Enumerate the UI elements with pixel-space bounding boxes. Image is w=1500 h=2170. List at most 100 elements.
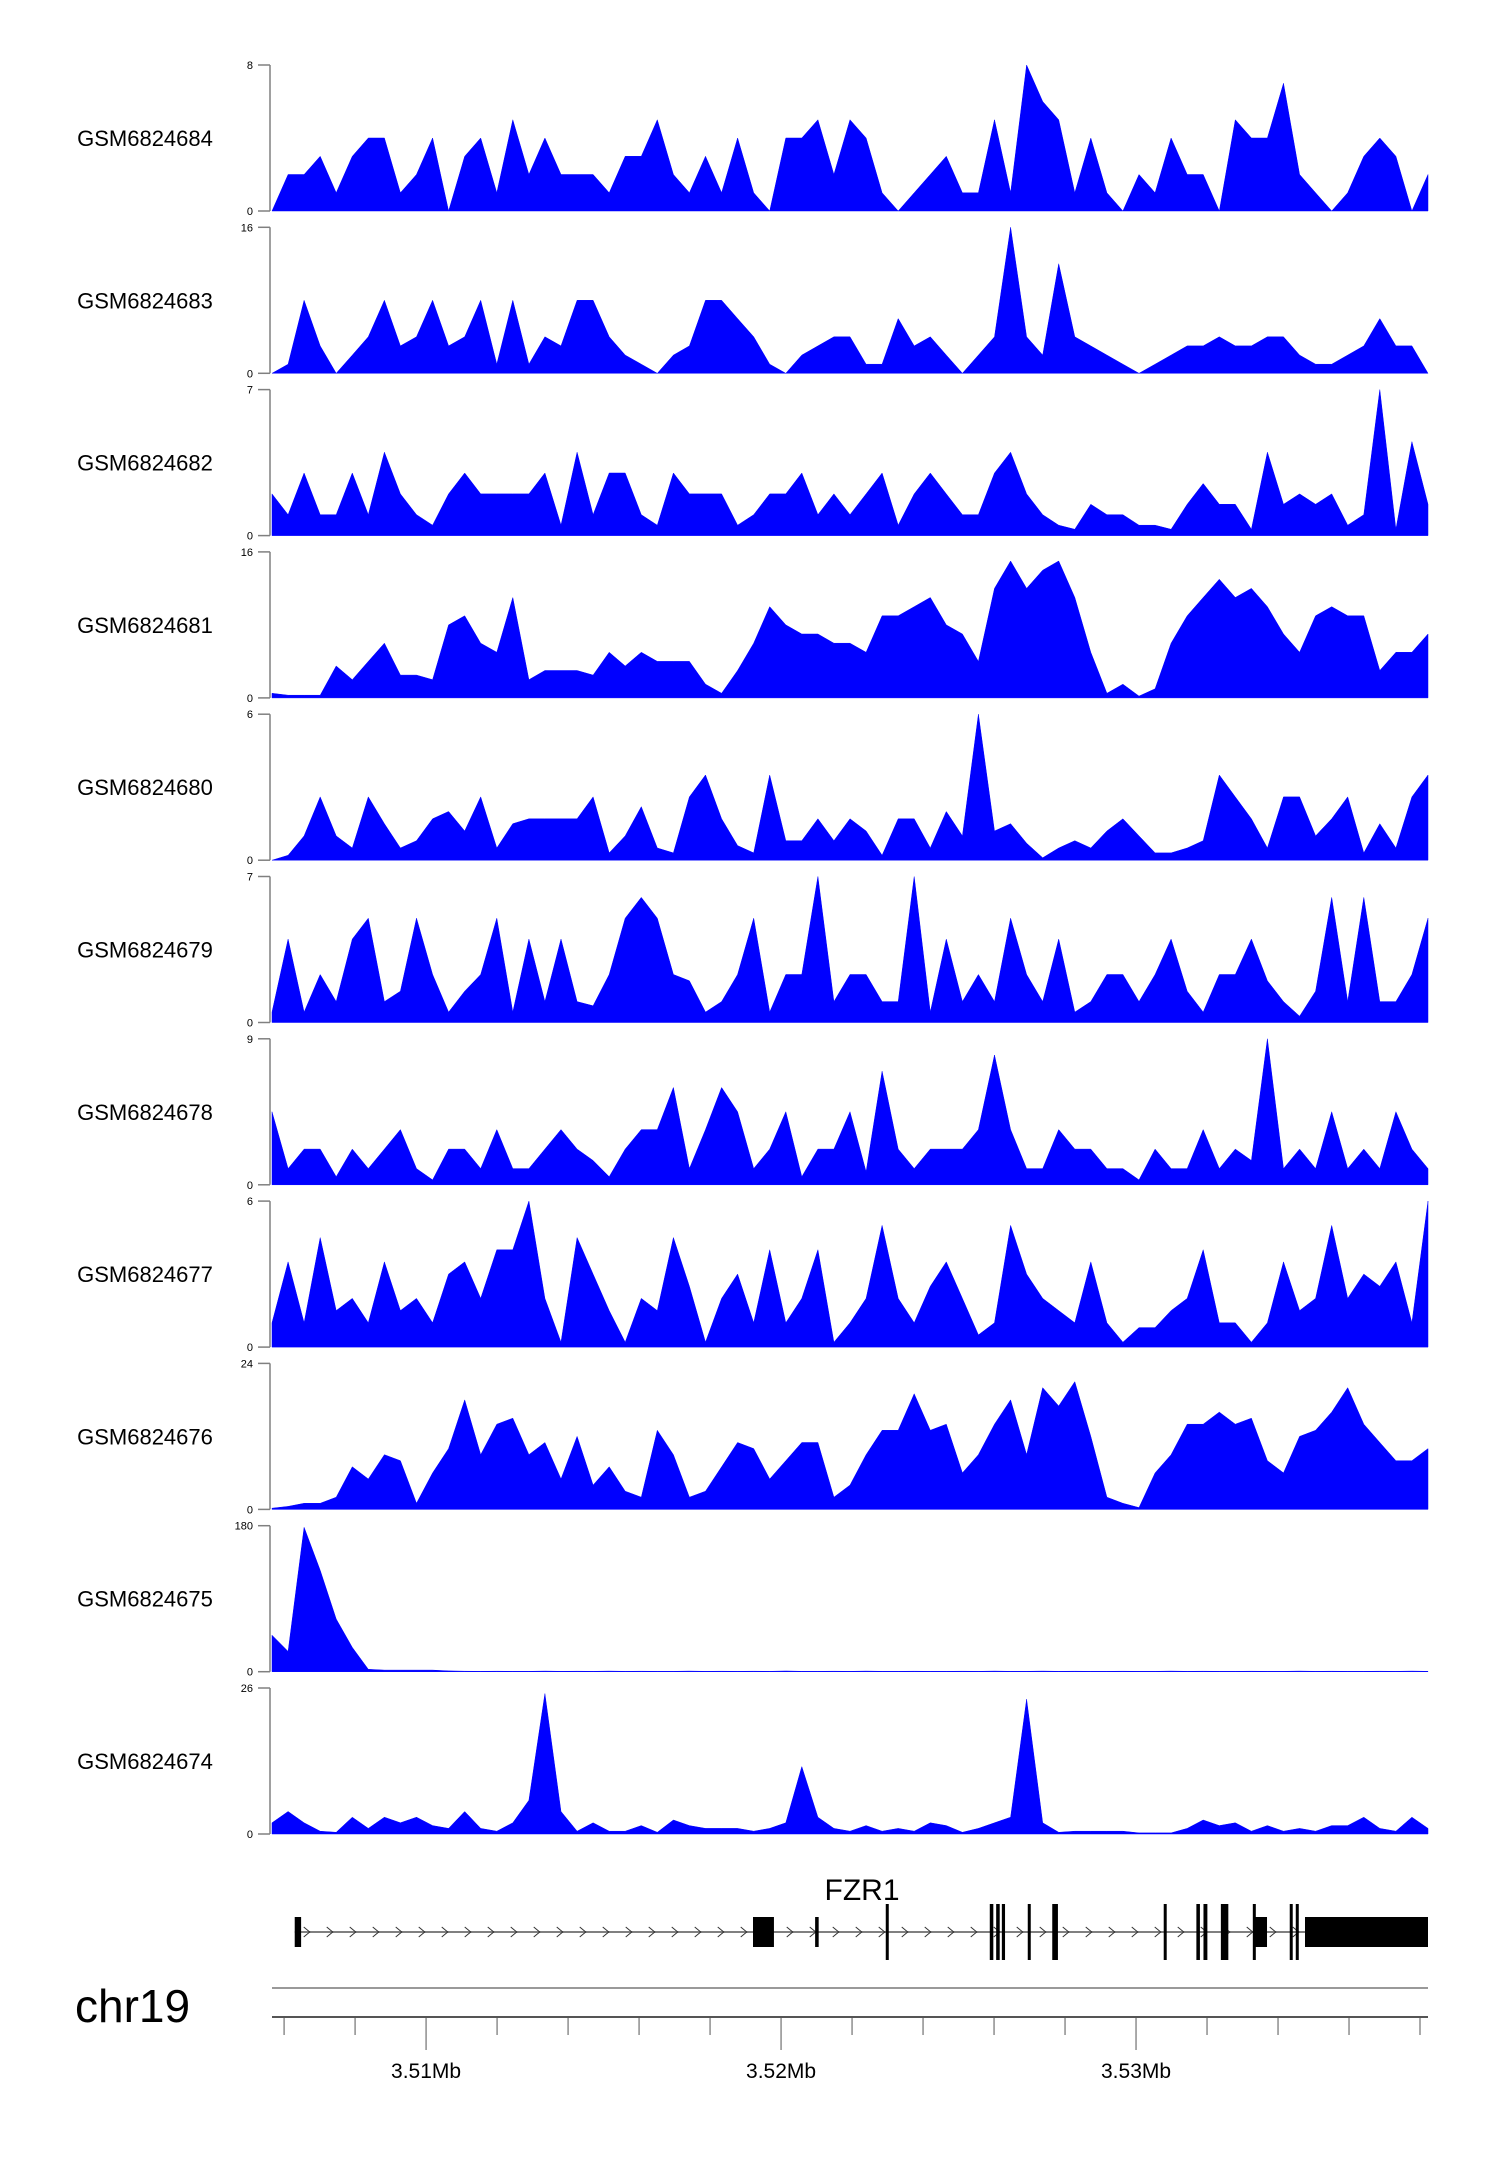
- exon: [1027, 1904, 1031, 1960]
- signal-area: [271, 1381, 1429, 1510]
- strand-arrow-icon: [602, 1926, 610, 1938]
- x-tick-label: 3.51Mb: [391, 2060, 461, 2083]
- exon: [1295, 1904, 1299, 1960]
- strand-arrow-icon: [418, 1926, 426, 1938]
- track-GSM6824681: GSM6824681 16 0: [77, 547, 1429, 705]
- track-GSM6824678: GSM6824678 9 0: [77, 1034, 1429, 1192]
- strand-arrow-icon: [1039, 1926, 1047, 1938]
- strand-arrow-icon: [786, 1926, 794, 1938]
- track-label: GSM6824684: [77, 126, 213, 151]
- strand-arrow-icon: [970, 1926, 978, 1938]
- y-tick-label-max: 180: [235, 1521, 253, 1533]
- track-label: GSM6824674: [77, 1749, 213, 1774]
- track-GSM6824680: GSM6824680 6 0: [77, 709, 1429, 867]
- strand-arrow-icon: [326, 1926, 334, 1938]
- strand-arrow-icon: [878, 1926, 886, 1938]
- strand-arrow-icon: [740, 1926, 748, 1938]
- track-label: GSM6824683: [77, 288, 213, 313]
- y-tick-label-min: 0: [247, 1342, 253, 1354]
- y-tick-label-min: 0: [247, 1504, 253, 1516]
- signal-area: [271, 1527, 1429, 1672]
- exon: [1163, 1904, 1167, 1960]
- exon: [1196, 1904, 1200, 1960]
- signal-area: [271, 227, 1429, 374]
- exon: [996, 1904, 1000, 1960]
- x-tick-label: 3.52Mb: [746, 2060, 816, 2083]
- strand-arrow-icon: [510, 1926, 518, 1938]
- strand-arrow-icon: [349, 1926, 357, 1938]
- strand-arrow-icon: [464, 1926, 472, 1938]
- strand-arrow-icon: [993, 1926, 1001, 1938]
- track-GSM6824677: GSM6824677 6 0: [77, 1196, 1429, 1354]
- track-label: GSM6824677: [77, 1262, 213, 1287]
- signal-area: [271, 1201, 1429, 1348]
- y-tick-label-max: 24: [241, 1358, 253, 1370]
- exon: [1304, 1917, 1428, 1947]
- exon: [753, 1917, 774, 1947]
- strand-arrow-icon: [1085, 1926, 1093, 1938]
- y-tick-label-min: 0: [247, 531, 253, 543]
- exon: [1255, 1917, 1268, 1947]
- track-label: GSM6824679: [77, 938, 213, 963]
- track-GSM6824679: GSM6824679 7 0: [77, 872, 1429, 1030]
- gene-label: FZR1: [825, 1874, 900, 1907]
- strand-arrow-icon: [901, 1926, 909, 1938]
- strand-arrow-icon: [648, 1926, 656, 1938]
- track-label: GSM6824680: [77, 775, 213, 800]
- strand-arrow-icon: [441, 1926, 449, 1938]
- y-tick-label-min: 0: [247, 855, 253, 867]
- strand-arrow-icon: [1016, 1926, 1024, 1938]
- track-label: GSM6824681: [77, 613, 213, 638]
- strand-arrow-icon: [1154, 1926, 1162, 1938]
- signal-area: [271, 560, 1429, 699]
- y-tick-label-max: 9: [247, 1034, 253, 1046]
- strand-arrow-icon: [1062, 1926, 1070, 1938]
- exon: [1001, 1904, 1006, 1960]
- track-GSM6824675: GSM6824675 180 0: [77, 1521, 1429, 1679]
- y-tick-label-min: 0: [247, 1667, 253, 1679]
- y-tick-label-max: 6: [247, 709, 253, 721]
- track-GSM6824682: GSM6824682 7 0: [77, 385, 1429, 543]
- strand-arrow-icon: [855, 1926, 863, 1938]
- y-tick-label-min: 0: [247, 368, 253, 380]
- y-tick-label-max: 8: [247, 60, 253, 72]
- exon: [294, 1917, 302, 1947]
- y-tick-label-max: 16: [241, 222, 253, 234]
- strand-arrow-icon: [717, 1926, 725, 1938]
- exon: [885, 1904, 889, 1960]
- y-tick-label-min: 0: [247, 693, 253, 705]
- track-label: GSM6824678: [77, 1100, 213, 1125]
- track-label: GSM6824682: [77, 451, 213, 476]
- strand-arrow-icon: [947, 1926, 955, 1938]
- exon: [989, 1904, 994, 1960]
- strand-arrow-icon: [395, 1926, 403, 1938]
- strand-arrow-icon: [556, 1926, 564, 1938]
- track-GSM6824684: GSM6824684 8 0: [77, 60, 1429, 218]
- track-label: GSM6824675: [77, 1587, 213, 1612]
- genome-axis: chr19 3.51Mb 3.52Mb 3.53Mb: [75, 1980, 1428, 2083]
- exon: [1052, 1904, 1058, 1960]
- track-GSM6824674: GSM6824674 26 0: [77, 1683, 1429, 1841]
- strand-arrow-icon: [372, 1926, 380, 1938]
- strand-arrow-icon: [533, 1926, 541, 1938]
- y-tick-label-min: 0: [247, 1018, 253, 1030]
- y-tick-label-min: 0: [247, 206, 253, 218]
- signal-area: [271, 1038, 1429, 1186]
- strand-arrow-icon: [1246, 1926, 1254, 1938]
- signal-area: [271, 389, 1429, 536]
- strand-arrow-icon: [1131, 1926, 1139, 1938]
- y-tick-label-min: 0: [247, 1180, 253, 1192]
- exon: [1252, 1904, 1256, 1960]
- signal-area: [271, 876, 1429, 1023]
- signal-area: [271, 1693, 1429, 1835]
- exon: [815, 1917, 819, 1947]
- signal-area: [271, 714, 1429, 861]
- strand-arrow-icon: [924, 1926, 932, 1938]
- gene-model-FZR1: FZR1: [294, 1874, 1428, 1960]
- y-tick-label-min: 0: [247, 1829, 253, 1841]
- strand-arrow-icon: [694, 1926, 702, 1938]
- strand-arrow-icon: [579, 1926, 587, 1938]
- strand-arrow-icon: [1177, 1926, 1185, 1938]
- strand-arrow-icon: [832, 1926, 840, 1938]
